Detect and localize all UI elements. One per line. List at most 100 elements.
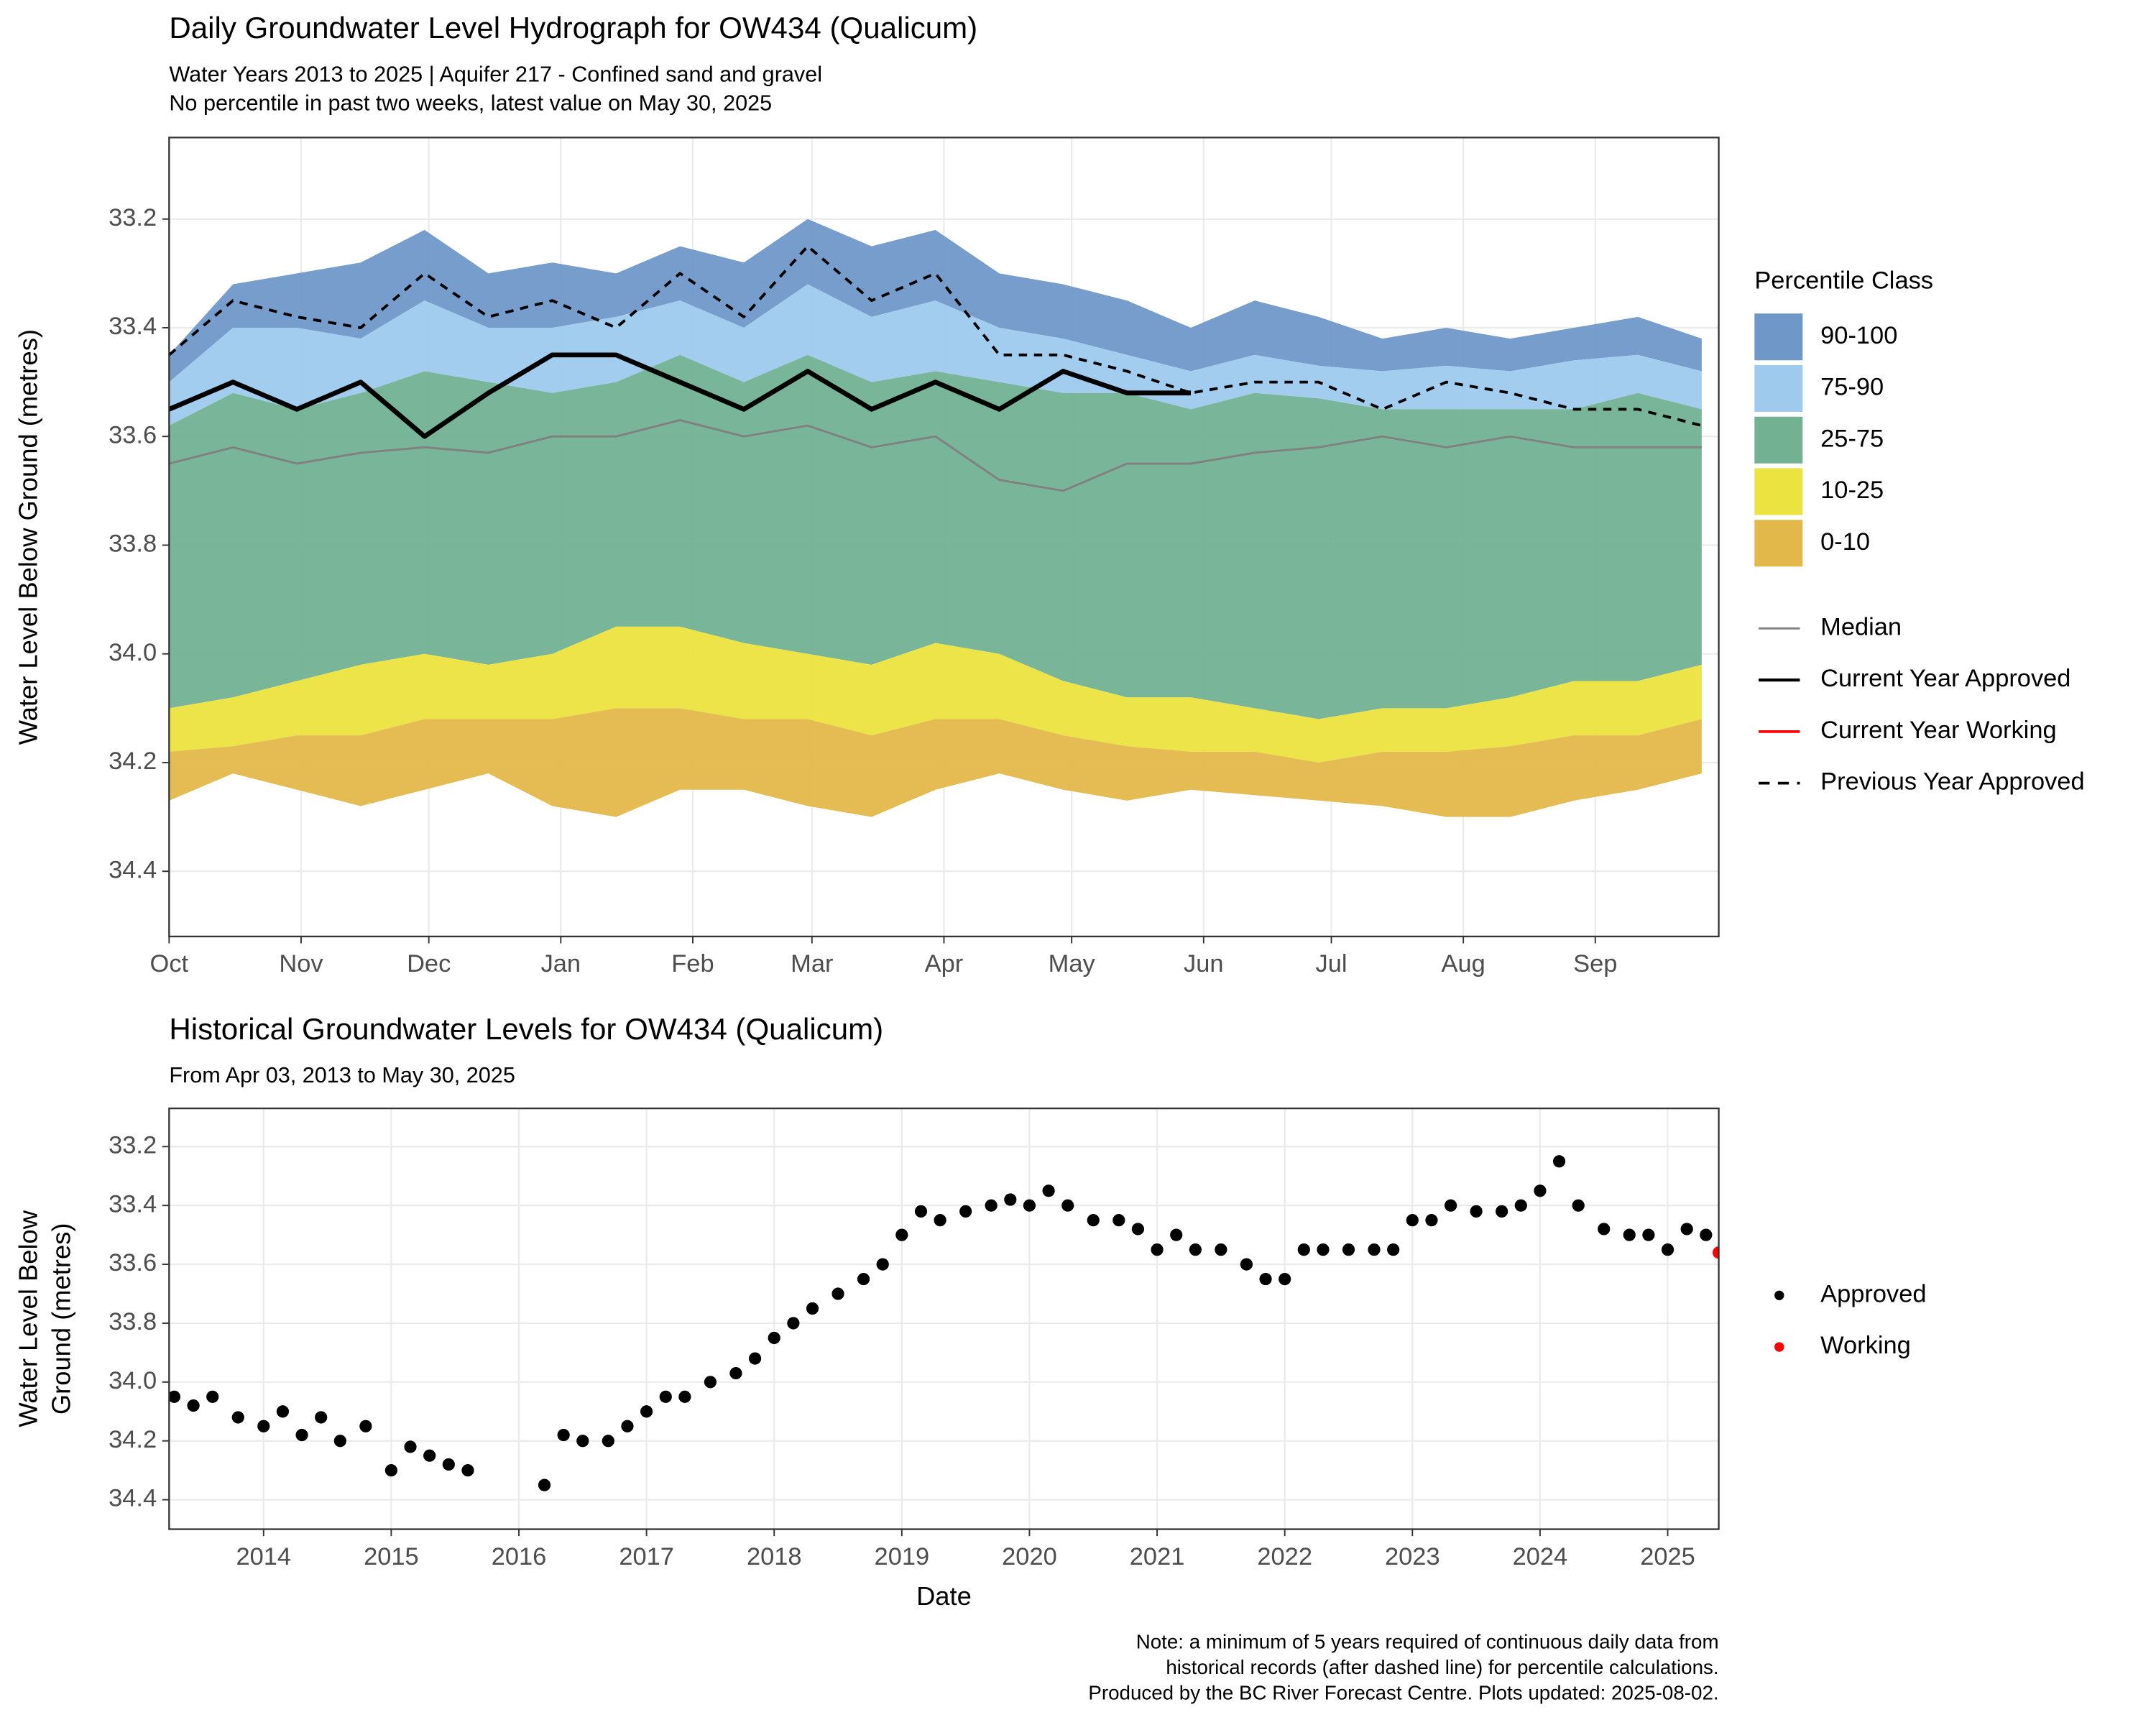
y-axis-label: Water Level Below	[14, 1210, 43, 1427]
percentile-band	[169, 626, 1702, 763]
y-tick-label: 33.8	[109, 530, 157, 558]
x-tick-label: Jul	[1316, 950, 1348, 978]
data-point	[384, 1464, 397, 1477]
data-point	[1151, 1243, 1164, 1256]
data-point	[1552, 1155, 1566, 1168]
data-point	[315, 1411, 328, 1424]
x-tick-label: Aug	[1442, 950, 1485, 978]
data-point	[1240, 1258, 1253, 1271]
x-tick-label: 2018	[747, 1543, 802, 1570]
data-point	[729, 1366, 742, 1380]
data-point	[169, 1390, 181, 1403]
data-point	[1317, 1243, 1330, 1256]
data-point	[1406, 1214, 1419, 1227]
data-point	[1680, 1223, 1693, 1236]
data-point	[704, 1376, 717, 1389]
series-line	[169, 244, 1703, 427]
data-point	[1215, 1243, 1227, 1256]
y-tick-label: 33.8	[109, 1308, 157, 1335]
x-tick-label: Sep	[1573, 950, 1617, 978]
x-tick-label: 2025	[1640, 1543, 1695, 1570]
data-point	[914, 1205, 928, 1218]
data-point	[1112, 1214, 1125, 1227]
x-tick-label: 2023	[1385, 1543, 1440, 1570]
y-tick-label: 33.6	[109, 421, 157, 448]
y-tick-label: 33.6	[109, 1249, 157, 1276]
data-point	[1444, 1199, 1457, 1212]
percentile-band	[169, 284, 1702, 426]
data-point	[678, 1390, 691, 1403]
chart-subtitle: From Apr 03, 2013 to May 30, 2025	[169, 1063, 515, 1087]
data-point	[876, 1258, 889, 1271]
legend-label: Current Year Working	[1820, 717, 2056, 744]
legend-label: Median	[1820, 613, 1902, 640]
legend-swatch	[1754, 416, 1803, 464]
chart-title: Daily Groundwater Level Hydrograph for O…	[169, 11, 977, 45]
legend-label: Approved	[1820, 1280, 1926, 1307]
legend-marker	[1774, 1342, 1784, 1352]
footnote: Note: a minimum of 5 years required of c…	[1136, 1631, 1719, 1653]
x-tick-label: Jun	[1184, 950, 1224, 978]
data-point	[295, 1428, 308, 1442]
data-point	[1131, 1223, 1145, 1236]
y-axis-label: Water Level Below Ground (metres)	[14, 329, 43, 745]
data-point	[538, 1478, 551, 1491]
data-point	[1170, 1228, 1183, 1241]
data-point	[659, 1390, 672, 1403]
series-line	[169, 352, 1192, 439]
x-tick-label: Apr	[925, 950, 964, 978]
x-tick-label: Nov	[279, 950, 323, 978]
y-tick-label: 34.0	[109, 639, 157, 666]
data-point	[1496, 1205, 1508, 1218]
x-tick-label: 2024	[1513, 1543, 1568, 1570]
legend-title: Percentile Class	[1754, 267, 1933, 294]
data-point	[768, 1331, 780, 1345]
legend-label: 25-75	[1820, 425, 1884, 452]
x-tick-label: 2014	[236, 1543, 291, 1570]
series-line	[169, 419, 1702, 492]
data-point	[257, 1420, 270, 1432]
x-tick-label: 2019	[875, 1543, 930, 1570]
x-tick-label: Mar	[791, 950, 833, 978]
legend-swatch	[1754, 364, 1803, 413]
chart-subtitle: No percentile in past two weeks, latest …	[169, 91, 772, 116]
data-point	[1279, 1272, 1291, 1286]
data-point	[959, 1205, 972, 1218]
panel	[169, 1108, 1719, 1530]
data-point	[1004, 1193, 1017, 1206]
chart-subtitle: Water Years 2013 to 2025 | Aquifer 217 -…	[169, 62, 822, 86]
legend-label: 75-90	[1820, 374, 1884, 401]
legend-label: 0-10	[1820, 528, 1870, 556]
data-point	[423, 1449, 436, 1462]
x-tick-label: May	[1049, 950, 1096, 978]
legend-swatch	[1754, 468, 1803, 515]
legend-label: Previous Year Approved	[1820, 768, 2084, 796]
data-point	[276, 1405, 290, 1418]
data-point	[1259, 1272, 1272, 1286]
percentile-band	[169, 708, 1702, 817]
data-point	[1387, 1243, 1400, 1256]
data-point	[787, 1317, 800, 1330]
data-point	[359, 1420, 372, 1432]
data-point	[1572, 1199, 1585, 1212]
data-point	[831, 1287, 844, 1300]
data-point	[231, 1411, 244, 1424]
data-point	[187, 1399, 200, 1412]
data-point	[602, 1435, 614, 1448]
x-tick-label: Jan	[541, 950, 581, 978]
chart-title: Historical Groundwater Levels for OW434 …	[169, 1012, 883, 1046]
x-tick-label: Dec	[407, 950, 451, 978]
data-point	[1189, 1243, 1202, 1256]
x-tick-label: Oct	[150, 950, 189, 978]
y-tick-label: 34.4	[109, 1485, 157, 1512]
legend-swatch	[1754, 520, 1803, 567]
data-point	[461, 1464, 474, 1477]
legend-label: Working	[1820, 1332, 1911, 1359]
plot-area	[169, 1155, 1719, 1491]
data-point	[1087, 1214, 1100, 1227]
data-point	[576, 1435, 589, 1448]
data-point	[442, 1458, 455, 1471]
footnote: historical records (after dashed line) f…	[1166, 1656, 1718, 1678]
data-point	[895, 1228, 908, 1241]
data-point	[404, 1440, 417, 1453]
